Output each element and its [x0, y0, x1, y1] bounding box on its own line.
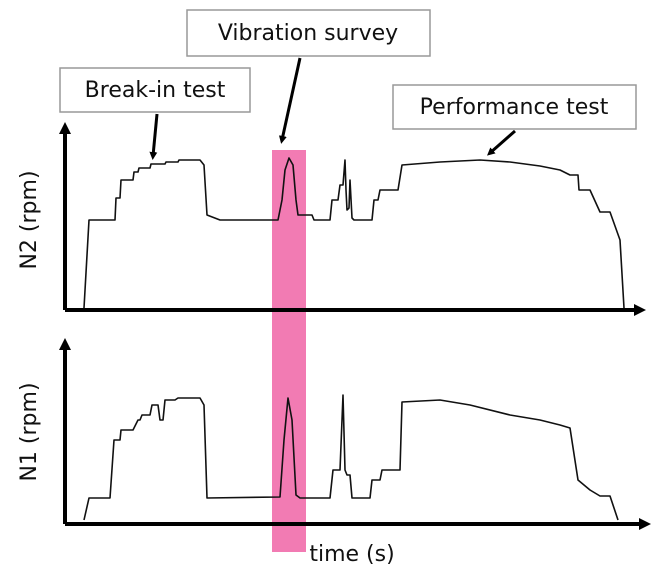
axis-label: N2 (rpm): [17, 170, 42, 269]
callout-label: Performance test: [420, 95, 609, 120]
n2-trace: [83, 157, 625, 309]
callout-label: Vibration survey: [218, 21, 398, 46]
callout-box: [186, 9, 431, 57]
callout-box: [59, 67, 251, 113]
callout-label: Break-in test: [85, 78, 226, 103]
n1-trace: [83, 394, 619, 521]
callout-box: [392, 84, 637, 130]
axis-label: N1 (rpm): [17, 382, 42, 481]
callout-arrow: [486, 129, 516, 156]
callout-arrow: [278, 57, 302, 144]
callout-arrow: [149, 113, 159, 160]
highlight-band: [272, 150, 306, 552]
axis-label: time (s): [309, 542, 394, 567]
